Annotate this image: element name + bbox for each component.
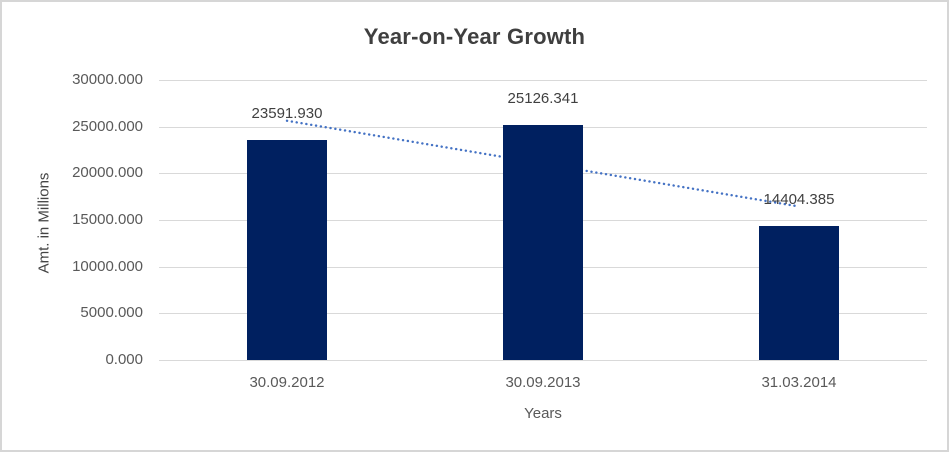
chart-title: Year-on-Year Growth xyxy=(363,24,586,49)
x-tick-label: 30.09.2012 xyxy=(249,374,325,391)
y-tick-label: 30000.000 xyxy=(72,71,143,88)
y-tick-label: 10000.000 xyxy=(72,257,143,275)
y-tick-label: 15000.000 xyxy=(72,211,143,228)
y-tick-label: 20000.000 xyxy=(72,164,143,182)
x-tick-label: 31.03.2014 xyxy=(761,374,837,391)
bar-31.03.2014 xyxy=(759,225,839,360)
y-tick-label: 0.000 xyxy=(105,351,143,368)
y-tick-label: 5000.000 xyxy=(80,304,143,322)
data-label: 23591.930 xyxy=(251,104,323,122)
data-label: 14404.385 xyxy=(763,190,835,208)
y-tick-label: 25000.000 xyxy=(72,117,143,135)
bar-30.09.2013 xyxy=(503,125,583,360)
bar-30.09.2012 xyxy=(247,139,327,360)
plot-area xyxy=(159,80,927,361)
gridline xyxy=(159,80,927,81)
data-label: 25126.341 xyxy=(507,90,579,108)
x-axis-title: Years xyxy=(524,405,562,422)
x-tick-label: 30.09.2013 xyxy=(505,374,581,391)
gridline xyxy=(159,360,927,361)
